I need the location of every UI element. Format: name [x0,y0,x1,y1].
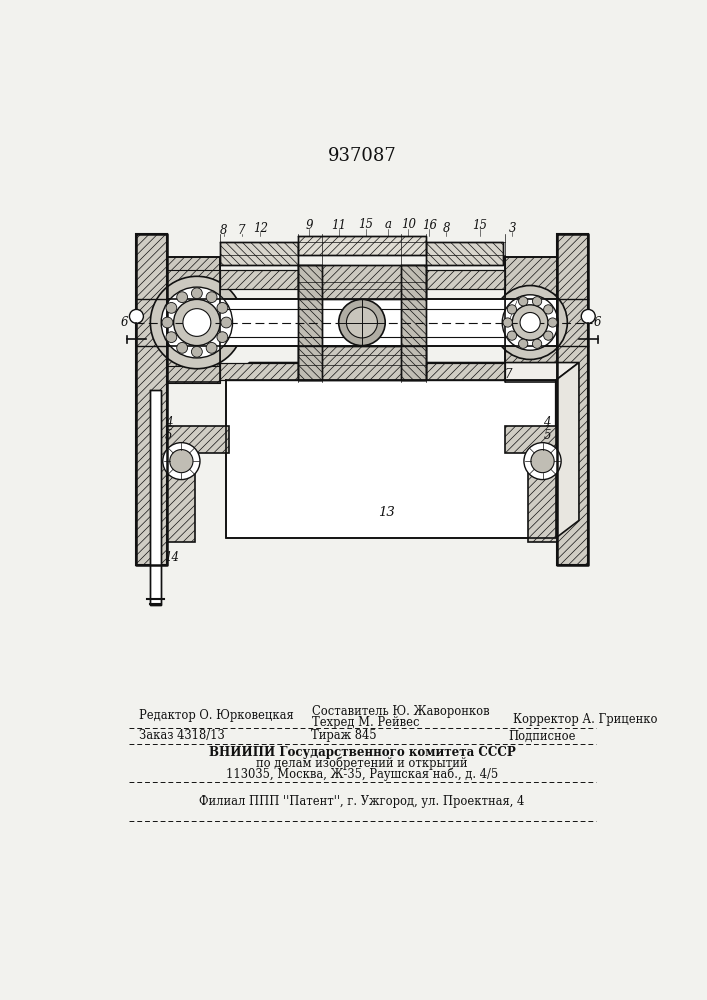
Text: по делам изобретений и открытий: по делам изобретений и открытий [256,757,468,770]
Bar [401,265,426,380]
Bar [557,234,588,565]
Circle shape [163,443,200,480]
Bar [168,366,220,383]
Text: 2: 2 [165,466,173,479]
Text: 937087: 937087 [327,147,397,165]
Circle shape [217,332,228,343]
Bar [226,380,556,538]
Text: 11: 11 [331,219,346,232]
Circle shape [581,309,595,323]
Text: 113035, Москва, Ж-35, Раушская наб., д. 4/5: 113035, Москва, Ж-35, Раушская наб., д. … [226,768,498,781]
Circle shape [346,307,378,338]
Circle shape [339,299,385,346]
Polygon shape [168,426,230,542]
Text: 4: 4 [544,416,551,429]
Circle shape [151,276,243,369]
Polygon shape [226,363,579,380]
Bar [298,235,426,255]
Bar [220,242,298,265]
Circle shape [532,339,542,348]
Text: Тираж 845: Тираж 845 [311,730,377,742]
Bar [298,346,426,380]
Bar [168,299,557,346]
Text: 3: 3 [515,287,522,300]
Circle shape [518,339,528,348]
Circle shape [502,295,558,350]
Text: 7: 7 [238,224,245,237]
Bar [168,270,220,289]
Circle shape [548,318,557,327]
Circle shape [493,286,567,359]
Circle shape [170,450,193,473]
Text: 7: 7 [505,368,512,381]
Circle shape [177,292,187,303]
Text: 12: 12 [253,222,268,235]
Circle shape [206,292,217,303]
Circle shape [531,450,554,473]
Circle shape [192,346,202,357]
Text: 9: 9 [305,219,313,232]
Circle shape [508,305,517,314]
Circle shape [520,312,540,333]
Text: 5: 5 [544,429,551,442]
Text: 7: 7 [230,368,237,381]
Circle shape [221,317,232,328]
Circle shape [162,317,173,328]
Text: 15: 15 [358,218,373,231]
Bar [136,234,168,565]
Circle shape [513,305,548,340]
Text: ВНИИПИ Государственного комитета СССР: ВНИИПИ Государственного комитета СССР [209,746,515,759]
Text: Редактор О. Юрковецкая: Редактор О. Юрковецкая [139,709,293,722]
Bar [220,363,298,380]
Bar [426,270,505,289]
Text: 13: 13 [378,506,395,519]
Bar [505,257,557,382]
Text: 8: 8 [443,222,450,235]
Circle shape [508,331,517,340]
Circle shape [217,302,228,313]
Circle shape [544,331,553,340]
Circle shape [177,342,187,353]
Polygon shape [556,363,579,538]
Text: Подписное: Подписное [508,730,575,742]
Polygon shape [505,426,557,542]
Circle shape [518,297,528,306]
Circle shape [524,443,561,480]
Text: 8: 8 [221,224,228,237]
Text: Техред М. Рейвес: Техред М. Рейвес [312,716,419,729]
Circle shape [206,342,217,353]
Circle shape [503,318,513,327]
Text: 16: 16 [422,219,437,232]
Circle shape [129,309,144,323]
Circle shape [532,297,542,306]
Circle shape [174,299,220,346]
Circle shape [161,287,233,358]
Text: 5: 5 [165,429,173,442]
Bar [426,242,503,265]
Circle shape [192,288,202,299]
Text: 6: 6 [120,316,128,329]
Text: 3: 3 [508,222,516,235]
Text: 10: 10 [401,218,416,231]
Text: a: a [385,218,392,231]
Text: 4: 4 [165,416,173,429]
Circle shape [166,302,177,313]
Text: Заказ 4318/13: Заказ 4318/13 [139,730,225,742]
Circle shape [183,309,211,336]
Bar [298,265,322,380]
Bar [298,265,426,299]
Circle shape [544,305,553,314]
Text: 6: 6 [594,316,601,329]
Text: 1: 1 [154,562,162,575]
Bar [220,270,298,289]
Text: Корректор А. Гриценко: Корректор А. Гриценко [513,713,658,726]
Text: 15: 15 [472,219,487,232]
Circle shape [166,332,177,343]
Bar [168,257,220,382]
Text: Составитель Ю. Жаворонков: Составитель Ю. Жаворонков [312,705,489,718]
Bar [150,389,161,605]
Bar [426,363,505,380]
Text: 14: 14 [165,551,180,564]
Text: Филиал ППП ''Патент'', г. Ужгород, ул. Проектная, 4: Филиал ППП ''Патент'', г. Ужгород, ул. П… [199,795,525,808]
